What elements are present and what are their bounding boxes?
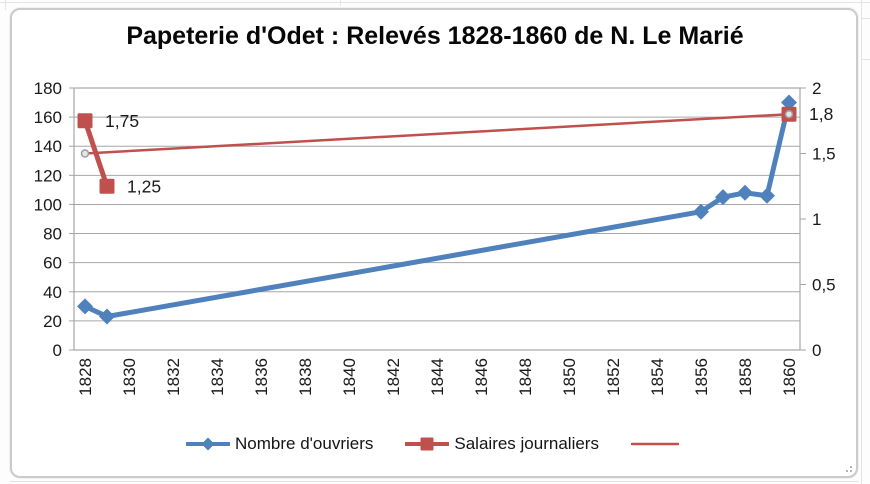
chart-area[interactable] — [10, 8, 858, 478]
legend-label: Salaires journaliers — [454, 434, 599, 453]
chart-title: Papeterie d'Odet : Relevés 1828-1860 de … — [126, 22, 744, 50]
legend-item-trendline[interactable] — [630, 436, 684, 452]
legend-marker-diamond — [201, 437, 215, 451]
legend-swatch-red-line-square — [405, 437, 450, 451]
legend: Nombre d'ouvriers Salaires journaliers — [0, 430, 870, 458]
resize-grip[interactable] — [844, 464, 856, 476]
legend-marker-square — [420, 437, 434, 451]
legend-item-nombre-ouvriers[interactable]: Nombre d'ouvriers — [186, 434, 373, 454]
legend-swatch-thin-red-line — [630, 442, 679, 446]
legend-label: Nombre d'ouvriers — [235, 434, 374, 453]
legend-item-salaires-journaliers[interactable]: Salaires journaliers — [405, 434, 599, 454]
legend-swatch-blue-line-diamond — [186, 437, 231, 451]
